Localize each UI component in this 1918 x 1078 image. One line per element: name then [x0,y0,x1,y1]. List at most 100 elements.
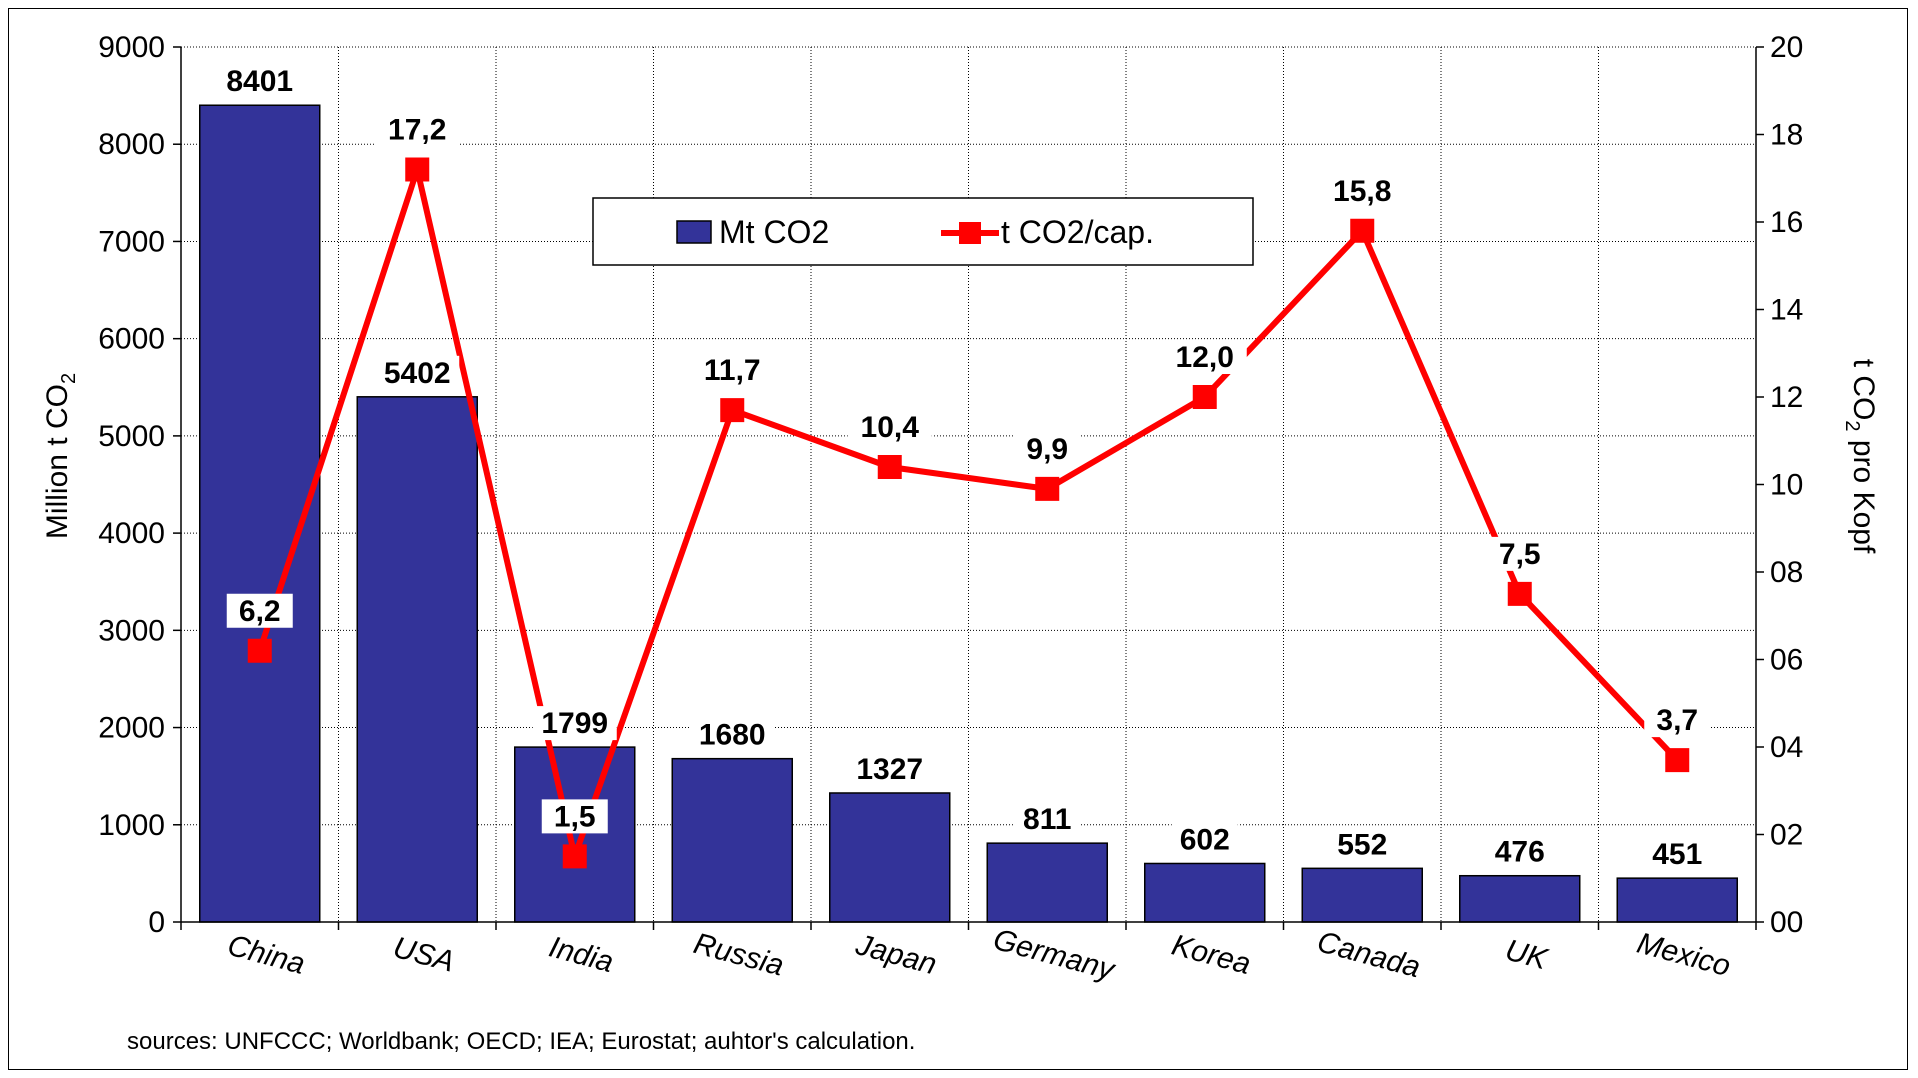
y-left-tick-label: 7000 [98,225,165,258]
y-right-tick-label: 18 [1770,119,1803,152]
legend-bar-label: Mt CO2 [719,214,829,250]
bar-mt-co2 [986,842,1108,923]
bar-mt-co2 [1301,867,1423,923]
bar-data-label-bg [1644,837,1711,872]
category-label: India [546,930,617,979]
line-data-label-bg [1014,431,1081,466]
category-label: UK [1502,933,1553,976]
line-data-label-bg [847,410,932,444]
line-data-label: 3,7 [1656,704,1698,737]
bar-mt-co2 [671,757,793,923]
line-marker [247,638,272,663]
line-marker [1507,581,1532,606]
bar-data-label-bg [690,717,775,752]
line-data-label-bg [226,593,293,628]
y-right-tick-label: 00 [1770,906,1803,939]
bar-mt-co2 [514,746,636,923]
y-left-tick-label: 4000 [98,517,165,550]
bar-data-label-bg [1486,834,1553,869]
y-left-tick-label: 6000 [98,323,165,356]
line-marker [1350,218,1375,243]
y-right-tick-label: 20 [1770,31,1803,64]
y-right-tick-label: 06 [1770,644,1803,677]
legend: Mt CO2 t CO2/cap. [592,197,1254,266]
y-left-axis-title: Million t CO2 [41,373,80,539]
bar-data-label: 8401 [226,65,293,98]
bar-data-label: 476 [1495,836,1545,869]
line-data-label-bg [541,799,608,834]
y-right-tick-label: 16 [1770,206,1803,239]
bar-data-label-bg [1171,822,1238,857]
y-right-title-pre: t CO [1847,359,1880,421]
y-left-tick-label: 5000 [98,420,165,453]
category-label: USA [390,931,458,979]
bar-mt-co2 [1144,862,1266,923]
bar-data-label: 602 [1180,823,1230,856]
line-data-label: 17,2 [388,114,446,147]
bar-data-label-bg [217,64,302,99]
line-t-co2-cap [256,166,1680,860]
bars-layer [199,104,1738,923]
bar-mt-co2 [356,396,478,923]
labels-layer: 8401 5402 1799 1680 1327 811 602 552 476 451 6,2 17… [217,64,1711,872]
line-data-label-bg [1486,536,1553,571]
bar-data-label: 1327 [856,753,923,786]
category-label: China [224,929,308,981]
line-data-label: 9,9 [1026,433,1068,466]
line-data-label: 15,8 [1333,175,1391,208]
category-label: Mexico [1634,927,1734,983]
bar-mt-co2 [829,792,951,923]
category-label: Germany [990,923,1120,987]
line-data-label-bg [1320,173,1405,208]
line-data-label: 10,4 [861,411,920,444]
y-left-tick-label: 0 [148,906,165,939]
line-data-label-bg [1162,340,1247,374]
legend-line-label: t CO2/cap. [1001,214,1154,250]
line-data-label: 12,0 [1176,341,1234,374]
bar-data-label-bg [1014,802,1081,837]
y-left-tick-label: 8000 [98,128,165,161]
line-data-label: 6,2 [239,595,281,628]
bar-data-label-bg [532,706,617,741]
y-left-tick-label: 2000 [98,712,165,745]
line-marker [405,157,430,182]
line-marker [877,455,902,479]
line-data-label-bg [375,112,460,147]
y-left-title-sub: 2 [58,373,80,384]
legend-line-marker [959,222,981,244]
category-label: Japan [851,928,939,981]
y-left-title-main: Million t CO [41,384,74,539]
y-right-tick-label: 12 [1770,381,1803,414]
line-marker [562,844,587,869]
y-right-tick-label: 10 [1770,469,1803,502]
bar-data-label-bg [847,751,932,786]
line-data-label: 7,5 [1499,538,1541,571]
bar-data-label-bg [375,355,460,390]
y-right-tick-label: 02 [1770,819,1803,852]
line-data-label-bg [1644,703,1711,738]
bar-data-label: 451 [1652,838,1702,871]
bar-mt-co2 [1459,874,1581,923]
chart-frame: 0 1000 2000 3000 4000 5000 6000 7000 8000 9000 00 0… [8,8,1908,1070]
y-right-title-post: pro Kopf [1847,432,1880,554]
y-right-axis-title: t CO2 pro Kopf [1841,359,1880,554]
bar-data-label: 1680 [699,719,766,752]
chart-svg: 0 1000 2000 3000 4000 5000 6000 7000 8000 9000 00 0… [41,31,1880,1055]
y-left-tick-label: 3000 [98,614,165,647]
y-left-tick-label: 9000 [98,31,165,64]
line-marker [1192,385,1217,409]
line-layer [247,157,1690,869]
line-data-label: 11,7 [704,354,761,387]
category-label: Korea [1168,929,1254,982]
y-left-tick-label: 1000 [98,809,165,842]
bar-mt-co2 [1616,877,1738,923]
source-footnote: sources: UNFCCC; Worldbank; OECD; IEA; E… [127,1028,915,1055]
line-marker [1035,476,1060,501]
bar-data-label: 5402 [384,357,451,390]
bar-data-label-bg [1329,827,1396,862]
legend-bar-swatch [676,220,712,244]
bar-data-label: 552 [1337,828,1387,861]
category-label: Canada [1314,925,1424,984]
line-data-label: 1,5 [554,800,596,833]
y-right-tick-label: 04 [1770,731,1803,764]
